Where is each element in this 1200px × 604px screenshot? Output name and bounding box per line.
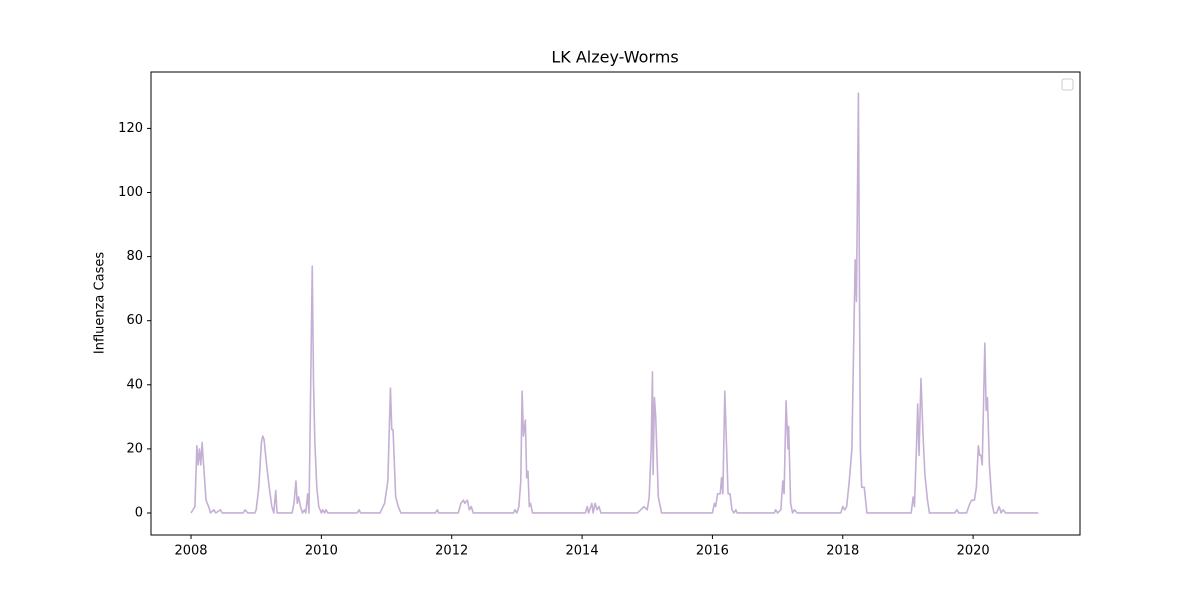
chart-title: LK Alzey-Worms bbox=[551, 48, 678, 67]
legend bbox=[1061, 78, 1074, 91]
data-line bbox=[190, 92, 1039, 514]
y-tick-label: 60 bbox=[126, 313, 143, 328]
x-tick-label: 2010 bbox=[305, 544, 338, 559]
y-tick-label: 40 bbox=[126, 377, 143, 392]
x-tick-label: 2012 bbox=[435, 544, 468, 559]
y-tick-label: 20 bbox=[126, 441, 143, 456]
y-tick-label: 0 bbox=[135, 505, 143, 520]
y-axis-label: Influenza Cases bbox=[93, 252, 108, 354]
y-tick-label: 120 bbox=[118, 121, 143, 136]
x-tick-label: 2016 bbox=[696, 544, 729, 559]
x-tick-label: 2018 bbox=[826, 544, 859, 559]
x-tick-label: 2020 bbox=[957, 544, 990, 559]
plot-frame bbox=[150, 71, 1081, 536]
y-tick-label: 80 bbox=[126, 249, 143, 264]
y-tick-label: 100 bbox=[118, 185, 143, 200]
x-tick-label: 2008 bbox=[174, 544, 207, 559]
x-tick-label: 2014 bbox=[566, 544, 599, 559]
